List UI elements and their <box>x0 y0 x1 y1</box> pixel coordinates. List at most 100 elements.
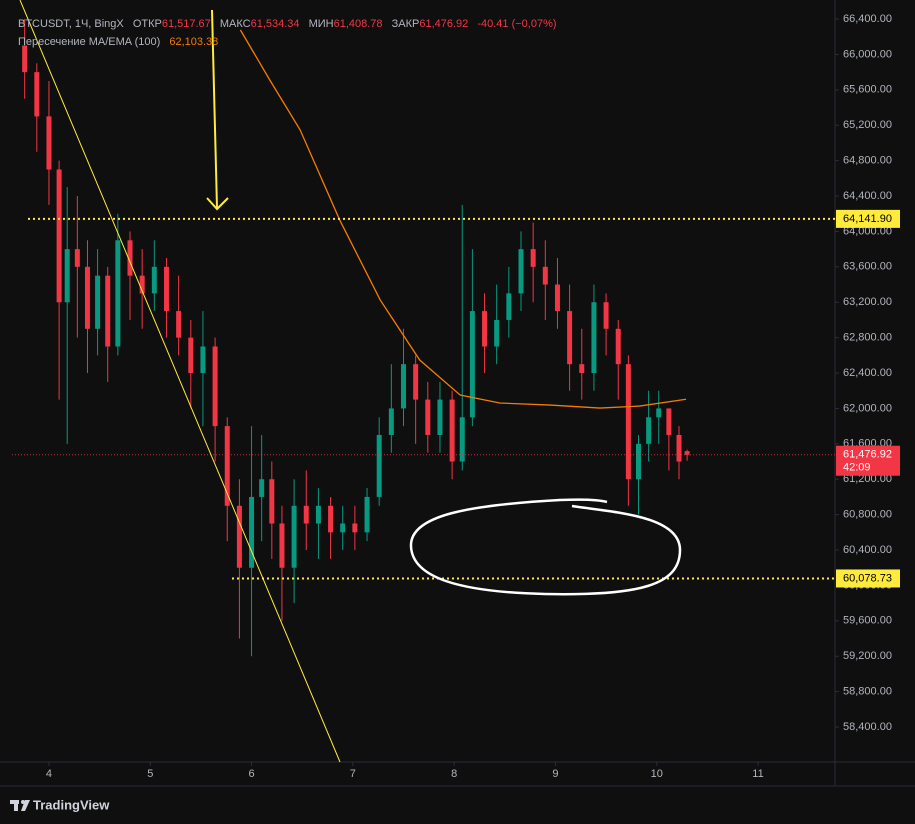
y-tick-label: 63,600.00 <box>843 261 892 273</box>
level-tag <box>836 569 900 588</box>
x-tick-label: 10 <box>651 768 663 780</box>
candle-body <box>518 249 524 294</box>
y-tick-label: 62,000.00 <box>843 402 892 414</box>
candle-body <box>413 364 419 400</box>
candle-body <box>259 479 265 497</box>
y-tick-label: 62,400.00 <box>843 367 892 379</box>
countdown: 42:09 <box>843 462 871 474</box>
candle-body <box>249 496 255 568</box>
last-price-label: 61,476.92 <box>843 449 892 461</box>
candle-body <box>591 302 597 374</box>
candle-body <box>542 266 548 285</box>
y-tick-label: 64,400.00 <box>843 190 892 202</box>
y-tick-label: 63,200.00 <box>843 296 892 308</box>
symbol: BTCUSDT, 1Ч, BingX <box>18 18 124 30</box>
candle-body <box>482 311 488 347</box>
plot-area <box>12 18 839 766</box>
level-label: 64,141.90 <box>843 213 892 225</box>
candle-body <box>449 399 455 462</box>
candle-body <box>400 364 406 409</box>
candle-body <box>388 408 394 435</box>
candle-body <box>684 451 690 455</box>
y-tick-label: 65,200.00 <box>843 119 892 131</box>
ohlc-name: МИН <box>309 18 334 30</box>
indicator-value: 62,103.38 <box>169 36 218 48</box>
ellipse-drawing <box>409 498 682 596</box>
indicator-name: Пересечение MA/EMA (100) <box>18 36 160 48</box>
candle-body <box>139 275 145 294</box>
candle-body <box>64 249 70 303</box>
x-tick-label: 6 <box>248 768 254 780</box>
x-tick-label: 9 <box>552 768 558 780</box>
candle-body <box>269 479 275 524</box>
x-tick-label: 4 <box>46 768 52 780</box>
ohlc-name: ЗАКР <box>392 18 420 30</box>
candle-body <box>603 302 609 329</box>
logo-part <box>21 800 30 811</box>
candle-body <box>95 275 101 329</box>
y-tick-label: 60,800.00 <box>843 509 892 521</box>
x-tick-label: 8 <box>451 768 457 780</box>
y-tick-label: 59,200.00 <box>843 650 892 662</box>
y-tick-label: 61,200.00 <box>843 473 892 485</box>
candle-body <box>656 408 662 418</box>
candle-body <box>469 311 475 418</box>
candle-body <box>315 505 321 524</box>
legend: BTCUSDT, 1Ч, BingX ОТКР61,517.67 МАКС61,… <box>18 18 557 48</box>
ohlc-value: 61,534.34 <box>251 18 300 30</box>
x-tick-label: 5 <box>147 768 153 780</box>
x-tick-label: 11 <box>752 768 763 780</box>
candle-body <box>506 293 512 320</box>
candle-body <box>352 523 358 533</box>
candle-body <box>188 337 194 374</box>
candle-body <box>22 45 28 73</box>
y-tick-label: 58,400.00 <box>843 721 892 733</box>
level-tag <box>836 209 900 228</box>
change: -40.41 (−0,07%) <box>477 18 556 30</box>
candle-body <box>212 346 218 427</box>
ohlc-name: МАКС <box>220 18 251 30</box>
symbol-line: BTCUSDT, 1Ч, BingX ОТКР61,517.67 МАКС61,… <box>18 18 557 30</box>
ohlc-value: 61,517.67 <box>162 18 211 30</box>
candle-body <box>676 434 682 462</box>
candle-body <box>56 169 62 303</box>
candle-body <box>236 505 242 568</box>
candle-body <box>151 266 157 294</box>
candle-body <box>494 319 500 347</box>
candle-body <box>127 240 133 276</box>
candle-body <box>437 399 443 435</box>
candle-body <box>554 284 560 312</box>
candle-body <box>425 399 431 435</box>
y-tick-label: 62,800.00 <box>843 332 892 344</box>
candle-body <box>364 496 370 533</box>
candle-body <box>34 72 40 117</box>
candle-body <box>105 275 111 347</box>
candle-body <box>224 426 230 506</box>
level-label: 60,078.73 <box>843 572 892 584</box>
candle-body <box>530 249 536 267</box>
candle-body <box>279 523 285 568</box>
candle-body <box>176 311 182 338</box>
candle-body <box>635 443 641 480</box>
ohlc-name: ОТКР <box>133 18 162 30</box>
ohlc-value: 61,476.92 <box>419 18 468 30</box>
candle-body <box>163 266 169 312</box>
y-tick-label: 59,600.00 <box>843 615 892 627</box>
candle-body <box>303 505 309 524</box>
trend-line <box>19 0 341 763</box>
y-tick-label: 64,800.00 <box>843 155 892 167</box>
indicator-line <box>239 29 687 409</box>
candle-body <box>291 505 297 568</box>
candle-body <box>46 116 52 170</box>
brand-logo: TradingView <box>10 797 110 812</box>
candle-body <box>376 434 382 497</box>
candle-body <box>328 505 334 533</box>
candle-body <box>579 364 585 374</box>
candle-body <box>646 417 652 444</box>
ohlc-value: 61,408.78 <box>334 18 383 30</box>
indicator-line: Пересечение MA/EMA (100) 62,103.38 <box>18 36 218 48</box>
candle-body <box>615 328 621 365</box>
candle-body <box>84 266 90 329</box>
